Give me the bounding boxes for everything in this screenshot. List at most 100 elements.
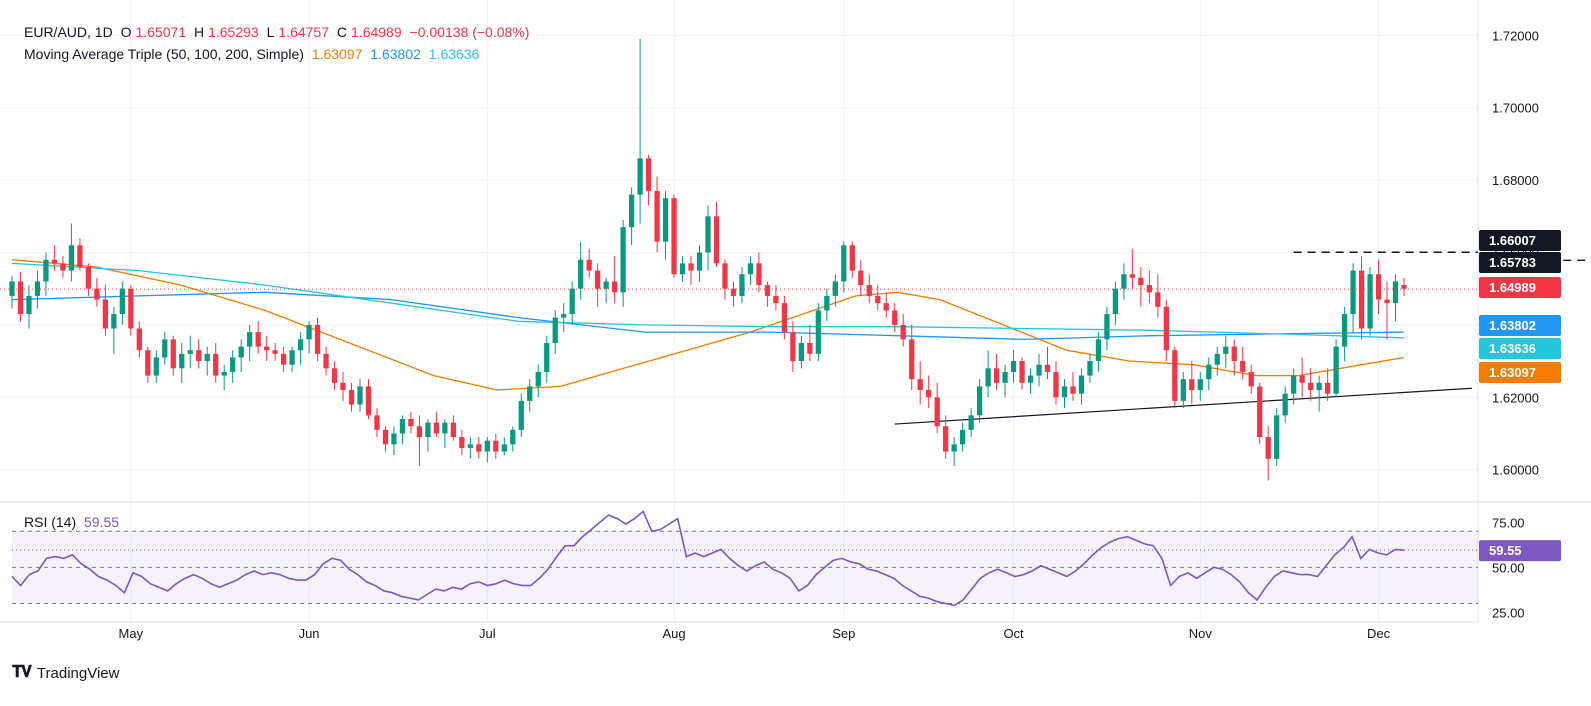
candle-body: [875, 295, 881, 304]
candle-body: [102, 299, 108, 329]
candle-body: [230, 357, 236, 372]
candle-body: [60, 263, 66, 271]
main-pane: [0, 0, 1478, 502]
candle-body: [1129, 274, 1136, 278]
candle-body: [1104, 314, 1110, 340]
candle-body: [713, 216, 720, 264]
candle-body: [781, 303, 788, 333]
candle-body: [968, 415, 974, 430]
candle-body: [951, 444, 957, 452]
candle-body: [340, 382, 346, 391]
candle-body: [1206, 364, 1212, 380]
candle-body: [264, 346, 270, 351]
candle-body: [1375, 274, 1382, 300]
candle-body: [170, 339, 176, 369]
price-tag-label: 1.64989: [1489, 280, 1536, 295]
candle-body: [696, 252, 703, 271]
candle-body: [883, 303, 889, 311]
candle-body: [866, 285, 872, 296]
candle-body: [679, 263, 686, 275]
ma200-value: 1.63636: [428, 46, 480, 62]
candle-body: [1282, 393, 1288, 416]
candle-body: [1248, 371, 1254, 387]
footer-branding[interactable]: 𝐓𝐕 TradingView: [12, 664, 119, 682]
candle-body: [1291, 375, 1297, 394]
price-tick-label: 1.72000: [1492, 28, 1539, 43]
candle-body: [1053, 371, 1059, 398]
candle-body: [68, 245, 75, 271]
low-value: 1.64757: [278, 24, 329, 40]
candle-body: [272, 350, 278, 354]
candle-body: [43, 259, 49, 282]
candle-body: [764, 285, 771, 296]
candle-body: [348, 390, 355, 405]
candle-body: [569, 288, 575, 315]
candle-body: [620, 227, 626, 293]
price-tags: 1.66007 1.65783 1.64989 1.63802 1.63636 1.630…: [1479, 230, 1561, 562]
candle-body: [603, 281, 609, 289]
candle-body: [1350, 270, 1356, 315]
candle-body: [1155, 292, 1161, 307]
candle-body: [145, 350, 151, 376]
candle-body: [747, 263, 754, 275]
candle-body: [1087, 361, 1093, 376]
ma50-value: 1.63097: [311, 46, 363, 62]
candle-body: [595, 270, 601, 289]
candle-body: [501, 444, 507, 452]
candle-body: [179, 353, 185, 369]
candles: [9, 38, 1407, 481]
candle-body: [892, 310, 898, 325]
candle-body: [1036, 364, 1042, 376]
candle-body: [824, 295, 830, 311]
candle-body: [450, 422, 456, 438]
price-tag-label: 1.63636: [1489, 341, 1536, 356]
candle-body: [425, 422, 431, 438]
candle-body: [314, 324, 321, 354]
time-axis[interactable]: May Jun Jul Aug Sep Oct Nov Dec: [119, 626, 1391, 641]
rsi-tick-label: 75.00: [1492, 515, 1525, 530]
ma-100-line: [11, 291, 1405, 341]
candle-body: [739, 274, 745, 296]
close-label: C: [336, 24, 348, 40]
tradingview-logo-icon: 𝐓𝐕: [12, 664, 32, 681]
candle-body: [1367, 274, 1373, 329]
candle-body: [1172, 350, 1178, 401]
candle-body: [1146, 285, 1152, 293]
candle-body: [187, 350, 193, 354]
candle-body: [1019, 361, 1025, 383]
month-tick-label: Aug: [662, 626, 685, 641]
price-tag-box: [1479, 362, 1561, 383]
candle-body: [323, 353, 329, 369]
candle-body: [976, 386, 983, 416]
candle-body: [1341, 314, 1348, 347]
rsi-header: RSI (14) 59.55: [24, 514, 123, 530]
candle-body: [196, 350, 202, 362]
candle-body: [1163, 306, 1169, 351]
open-value: 1.65071: [135, 24, 187, 40]
candle-body: [1223, 346, 1229, 354]
ma100-value: 1.63802: [370, 46, 421, 62]
candle-body: [1308, 382, 1314, 391]
candle-body: [1324, 382, 1331, 394]
candle-body: [1214, 353, 1220, 365]
candle-body: [162, 339, 168, 358]
price-tag-label: 1.65783: [1489, 255, 1536, 270]
price-tick-label: 1.62000: [1492, 390, 1539, 405]
ma-header: Moving Average Triple (50, 100, 200, Sim…: [24, 46, 483, 62]
candle-body: [1316, 382, 1322, 391]
symbol-label: EUR/AUD, 1D: [24, 24, 113, 40]
rsi-tick-label: 50.00: [1492, 560, 1525, 575]
candle-body: [688, 263, 694, 271]
ma-title: Moving Average Triple (50, 100, 200, Sim…: [24, 46, 304, 62]
rsi-axis[interactable]: 75.00 50.00 25.00: [1492, 515, 1525, 620]
price-axis[interactable]: 1.720001.700001.680001.660001.640001.620…: [1492, 28, 1539, 477]
candle-body: [94, 288, 100, 300]
candle-body: [612, 281, 618, 293]
candle-body: [476, 444, 482, 452]
candle-body: [943, 426, 949, 452]
candle-body: [408, 418, 414, 427]
candle-body: [1392, 281, 1399, 304]
rsi-tag-box: [1479, 540, 1561, 562]
candle-body: [1231, 346, 1237, 362]
